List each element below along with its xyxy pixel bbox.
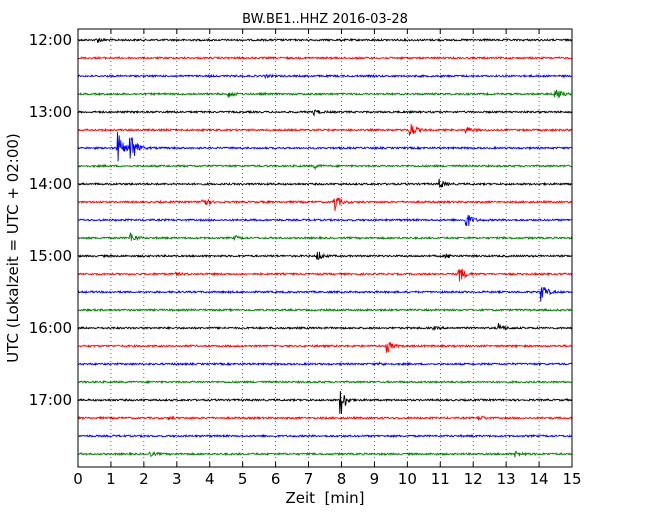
trace-row-23: [77, 450, 573, 458]
x-tick-label-9: 9: [370, 470, 380, 488]
x-tick-label-14: 14: [530, 470, 549, 488]
trace-row-0: [77, 37, 573, 44]
trace-row-22: [77, 433, 573, 439]
x-tick-label-0: 0: [73, 470, 83, 488]
x-tick-label-10: 10: [398, 470, 417, 488]
trace-row-5: [77, 124, 573, 136]
trace-row-18: [77, 361, 573, 367]
y-tick-label-1: 13:00: [29, 103, 72, 121]
trace-row-10: [77, 214, 573, 227]
plot-frame: [77, 28, 573, 468]
trace-row-14: [77, 286, 573, 302]
trace-row-7: [77, 163, 573, 171]
trace-row-1: [77, 55, 573, 61]
y-axis-label: UTC (Lokalzeit = UTC + 02:00): [4, 133, 22, 363]
x-tick-label-6: 6: [271, 470, 281, 488]
x-tick-label-2: 2: [139, 470, 149, 488]
x-tick-label-12: 12: [464, 470, 483, 488]
trace-row-20: [77, 391, 573, 414]
x-tick-label-15: 15: [562, 470, 581, 488]
y-tick-label-3: 15:00: [29, 247, 72, 265]
trace-row-16: [77, 323, 573, 331]
trace-row-12: [77, 251, 573, 261]
x-axis-ticks: 0 1 2 3 4 5 6 7 8 9 10 11 12 13 14 15: [73, 29, 582, 488]
trace-row-21: [77, 415, 573, 421]
trace-row-2: [77, 73, 573, 80]
trace-row-9: [77, 197, 573, 211]
x-tick-label-13: 13: [497, 470, 516, 488]
traces-layer: [77, 37, 573, 458]
x-tick-label-4: 4: [205, 470, 215, 488]
trace-row-15: [77, 307, 573, 313]
y-tick-label-0: 12:00: [29, 31, 72, 49]
x-tick-label-11: 11: [431, 470, 450, 488]
trace-row-11: [77, 232, 573, 242]
y-tick-label-4: 16:00: [29, 319, 72, 337]
trace-row-19: [77, 379, 573, 385]
y-tick-label-2: 14:00: [29, 175, 72, 193]
trace-row-8: [77, 178, 573, 188]
x-tick-label-8: 8: [337, 470, 347, 488]
x-tick-label-3: 3: [172, 470, 182, 488]
y-axis-ticks: 12:00 13:00 14:00 15:00 16:00 17:00: [29, 31, 572, 409]
x-tick-label-7: 7: [304, 470, 314, 488]
trace-row-3: [77, 89, 573, 99]
trace-row-4: [77, 109, 573, 117]
trace-row-13: [77, 268, 573, 282]
x-tick-label-1: 1: [106, 470, 116, 488]
x-axis-label: Zeit [min]: [285, 489, 364, 507]
trace-row-6: [77, 132, 573, 162]
y-tick-label-5: 17:00: [29, 391, 72, 409]
trace-row-17: [77, 342, 573, 353]
chart-title: BW.BE1..HHZ 2016-03-28: [242, 12, 408, 27]
x-tick-label-5: 5: [238, 470, 248, 488]
